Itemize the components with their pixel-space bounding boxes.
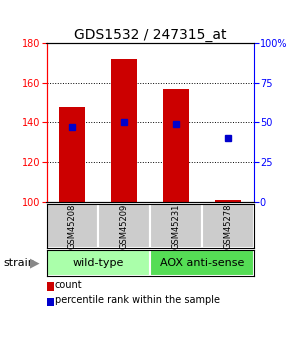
- Bar: [98, 204, 150, 248]
- Bar: [150, 204, 202, 248]
- Text: wild-type: wild-type: [73, 258, 124, 268]
- Text: ▶: ▶: [30, 257, 40, 269]
- Text: GSM45231: GSM45231: [171, 203, 180, 249]
- Bar: [46, 204, 98, 248]
- Text: GSM45208: GSM45208: [68, 203, 77, 249]
- Text: GSM45278: GSM45278: [223, 203, 232, 249]
- Bar: [215, 200, 241, 202]
- Text: count: count: [55, 280, 82, 289]
- Bar: [202, 204, 254, 248]
- Text: AOX anti-sense: AOX anti-sense: [160, 258, 244, 268]
- Bar: [46, 250, 150, 276]
- Text: percentile rank within the sample: percentile rank within the sample: [55, 295, 220, 305]
- Text: strain: strain: [3, 258, 35, 268]
- Bar: [163, 89, 189, 202]
- Bar: [111, 59, 137, 202]
- Text: GSM45209: GSM45209: [120, 203, 129, 249]
- Bar: [150, 250, 254, 276]
- Bar: [59, 107, 85, 202]
- Title: GDS1532 / 247315_at: GDS1532 / 247315_at: [74, 28, 226, 42]
